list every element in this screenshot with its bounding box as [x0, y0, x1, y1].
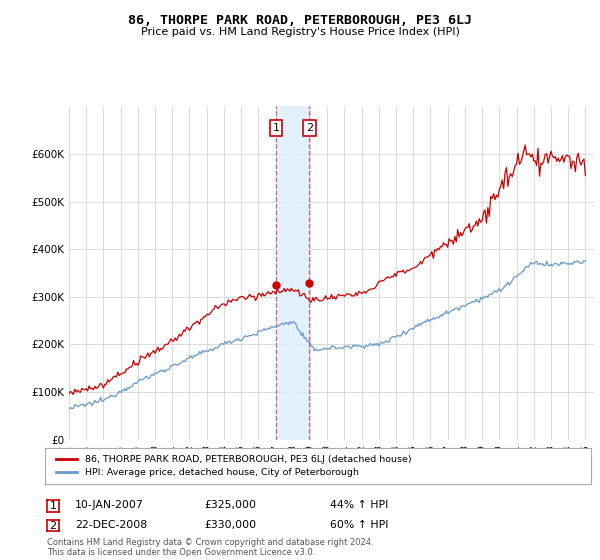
- Text: 86, THORPE PARK ROAD, PETERBOROUGH, PE3 6LJ: 86, THORPE PARK ROAD, PETERBOROUGH, PE3 …: [128, 14, 472, 27]
- Text: 10-JAN-2007: 10-JAN-2007: [75, 500, 144, 510]
- Text: Price paid vs. HM Land Registry's House Price Index (HPI): Price paid vs. HM Land Registry's House …: [140, 27, 460, 37]
- Text: 2: 2: [50, 521, 56, 530]
- Text: 60% ↑ HPI: 60% ↑ HPI: [330, 520, 389, 530]
- Legend: 86, THORPE PARK ROAD, PETERBOROUGH, PE3 6LJ (detached house), HPI: Average price: 86, THORPE PARK ROAD, PETERBOROUGH, PE3 …: [52, 451, 415, 481]
- Text: 2: 2: [306, 123, 313, 133]
- Text: £330,000: £330,000: [204, 520, 256, 530]
- Text: 22-DEC-2008: 22-DEC-2008: [75, 520, 147, 530]
- Text: Contains HM Land Registry data © Crown copyright and database right 2024.
This d: Contains HM Land Registry data © Crown c…: [47, 538, 373, 557]
- Bar: [276, 106, 310, 440]
- Text: 44% ↑ HPI: 44% ↑ HPI: [330, 500, 388, 510]
- Text: 1: 1: [272, 123, 280, 133]
- Text: 1: 1: [50, 501, 56, 511]
- Text: £325,000: £325,000: [204, 500, 256, 510]
